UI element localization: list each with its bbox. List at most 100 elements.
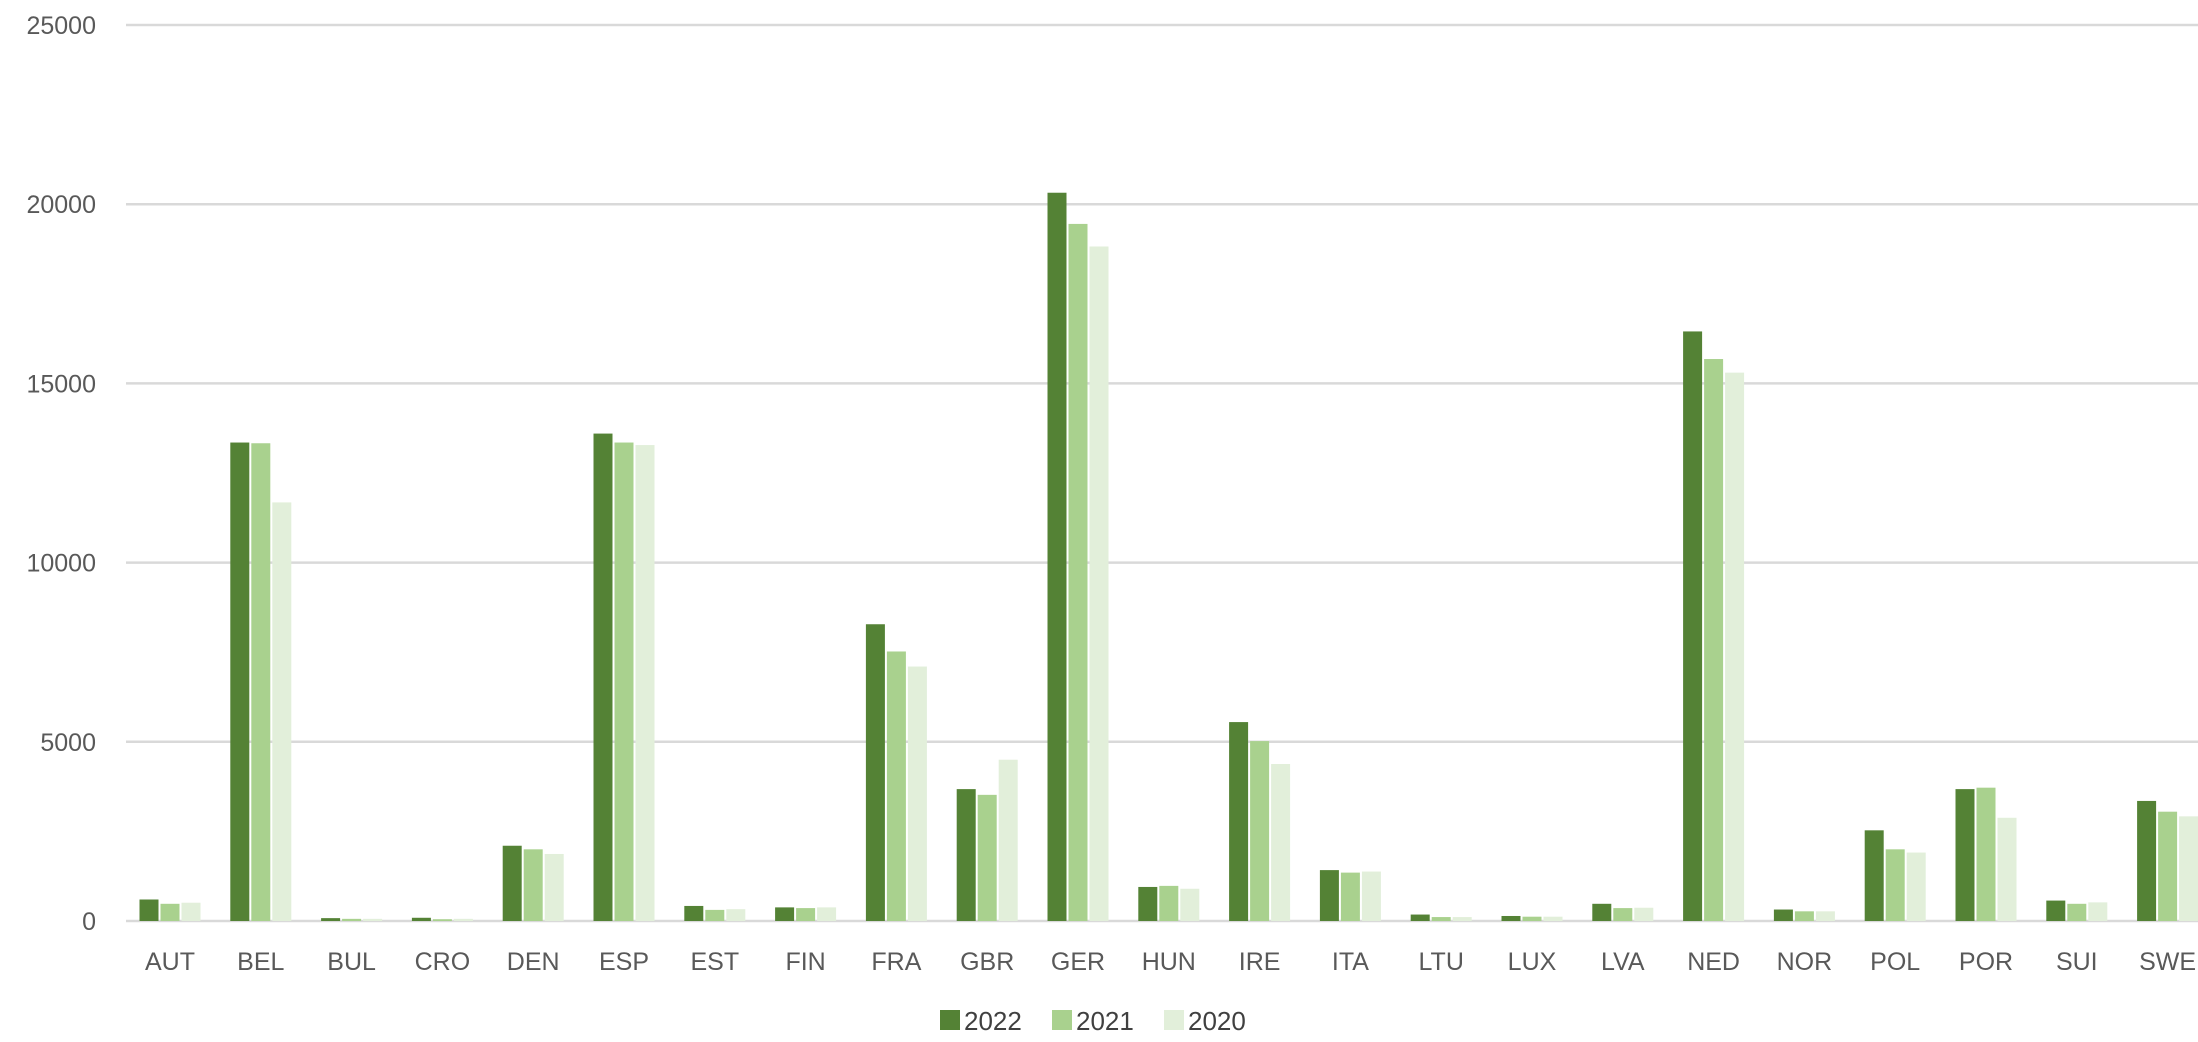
bar-hun-2022: [1138, 886, 1158, 921]
legend-swatch-2021: [1052, 1010, 1072, 1030]
bar-ire-2020: [1271, 764, 1291, 921]
bar-aut-2020: [181, 902, 201, 921]
x-tick-label: AUT: [145, 948, 195, 976]
bar-cro-2021: [432, 919, 452, 921]
bar-ire-2021: [1250, 741, 1270, 921]
bar-swe-2021: [2158, 811, 2178, 921]
x-tick-label: NOR: [1777, 948, 1833, 976]
x-tick-label: BEL: [237, 948, 284, 976]
x-tick-label: DEN: [507, 948, 560, 976]
bar-nor-2022: [1773, 909, 1793, 921]
bar-swe-2020: [2179, 816, 2198, 921]
bar-ned-2021: [1704, 359, 1724, 921]
y-tick-label: 25000: [26, 12, 96, 40]
bar-aut-2022: [139, 899, 159, 921]
bar-fin-2022: [775, 907, 795, 921]
bar-ltu-2022: [1410, 914, 1430, 921]
bar-aut-2021: [160, 903, 180, 921]
y-tick-label: 20000: [26, 191, 96, 219]
x-tick-label: SUI: [2056, 948, 2098, 976]
y-tick-label: 10000: [26, 550, 96, 578]
bar-lva-2022: [1592, 903, 1612, 921]
legend: 2022 2021 2020: [940, 1006, 1246, 1036]
bar-cro-2022: [411, 917, 431, 921]
bar-bul-2020: [363, 918, 383, 921]
bar-ned-2022: [1683, 331, 1703, 921]
bar-ita-2021: [1340, 872, 1360, 921]
bar-bul-2022: [321, 918, 341, 921]
bar-ger-2021: [1068, 223, 1088, 922]
bar-ger-2020: [1089, 246, 1109, 921]
bar-fra-2022: [865, 624, 885, 921]
gridlines: [126, 23, 2198, 923]
bar-gbr-2021: [977, 794, 997, 921]
bar-gbr-2022: [956, 789, 976, 921]
bar-cro-2020: [453, 918, 473, 921]
bars: [139, 192, 2198, 922]
x-tick-label: GER: [1051, 948, 1105, 976]
x-tick-label: GBR: [960, 948, 1014, 976]
bar-hun-2021: [1159, 885, 1179, 921]
bar-ire-2022: [1229, 722, 1249, 921]
bar-ger-2022: [1047, 192, 1067, 921]
y-axis-ticks: 0 5000 10000 15000 20000 25000: [26, 12, 96, 936]
bar-pol-2021: [1885, 849, 1905, 921]
bar-sui-2020: [2088, 902, 2108, 921]
x-tick-label: EST: [690, 948, 739, 976]
x-tick-label: IRE: [1239, 948, 1281, 976]
bar-swe-2022: [2137, 800, 2157, 921]
bar-ned-2020: [1725, 372, 1745, 921]
y-tick-label: 0: [82, 908, 96, 936]
bar-nor-2021: [1794, 911, 1814, 921]
bar-por-2020: [1997, 817, 2017, 921]
bar-sui-2022: [2046, 900, 2066, 921]
bar-ltu-2021: [1431, 917, 1451, 921]
bar-por-2021: [1976, 787, 1996, 921]
bar-lux-2022: [1501, 915, 1521, 921]
bar-lux-2020: [1543, 916, 1563, 921]
bar-sui-2021: [2067, 903, 2087, 921]
bar-hun-2020: [1180, 888, 1200, 921]
x-tick-label: FIN: [785, 948, 825, 976]
legend-swatch-2022: [940, 1010, 960, 1030]
x-tick-label: POR: [1959, 948, 2013, 976]
bar-est-2020: [726, 909, 746, 921]
bar-ita-2022: [1319, 870, 1339, 921]
y-tick-label: 15000: [26, 370, 96, 398]
x-tick-label: FRA: [871, 948, 921, 976]
bar-bel-2020: [272, 502, 292, 921]
bar-ita-2020: [1361, 871, 1381, 921]
bar-gbr-2020: [998, 759, 1018, 921]
bar-esp-2021: [614, 442, 634, 921]
bar-esp-2022: [593, 433, 613, 921]
bar-bul-2021: [342, 918, 362, 921]
bar-bel-2022: [230, 442, 250, 921]
legend-label: 2021: [1076, 1006, 1134, 1036]
bar-bel-2021: [251, 443, 271, 921]
bar-lva-2020: [1634, 907, 1654, 921]
x-tick-label: ESP: [599, 948, 649, 976]
x-tick-label: POL: [1870, 948, 1920, 976]
bar-lva-2021: [1613, 908, 1633, 921]
legend-label: 2020: [1188, 1006, 1246, 1036]
bar-por-2022: [1955, 789, 1975, 921]
x-tick-label: CRO: [415, 948, 471, 976]
bar-pol-2020: [1906, 852, 1926, 921]
x-tick-label: ITA: [1332, 948, 1369, 976]
x-tick-label: BUL: [327, 948, 376, 976]
x-tick-label: SWE: [2139, 948, 2196, 976]
bar-esp-2020: [635, 445, 655, 921]
bar-est-2022: [684, 905, 704, 921]
bar-den-2021: [523, 849, 543, 921]
bar-pol-2022: [1864, 830, 1884, 921]
x-axis-ticks: AUT BEL BUL CRO DEN ESP EST FIN FRA GBR GER HUN IRE I…: [145, 948, 2196, 976]
bar-fra-2020: [907, 666, 927, 921]
x-tick-label: LUX: [1508, 948, 1557, 976]
x-tick-label: NED: [1687, 948, 1740, 976]
legend-label: 2022: [964, 1006, 1022, 1036]
y-tick-label: 5000: [40, 729, 96, 757]
bar-den-2022: [502, 845, 522, 921]
bar-den-2020: [544, 853, 564, 921]
